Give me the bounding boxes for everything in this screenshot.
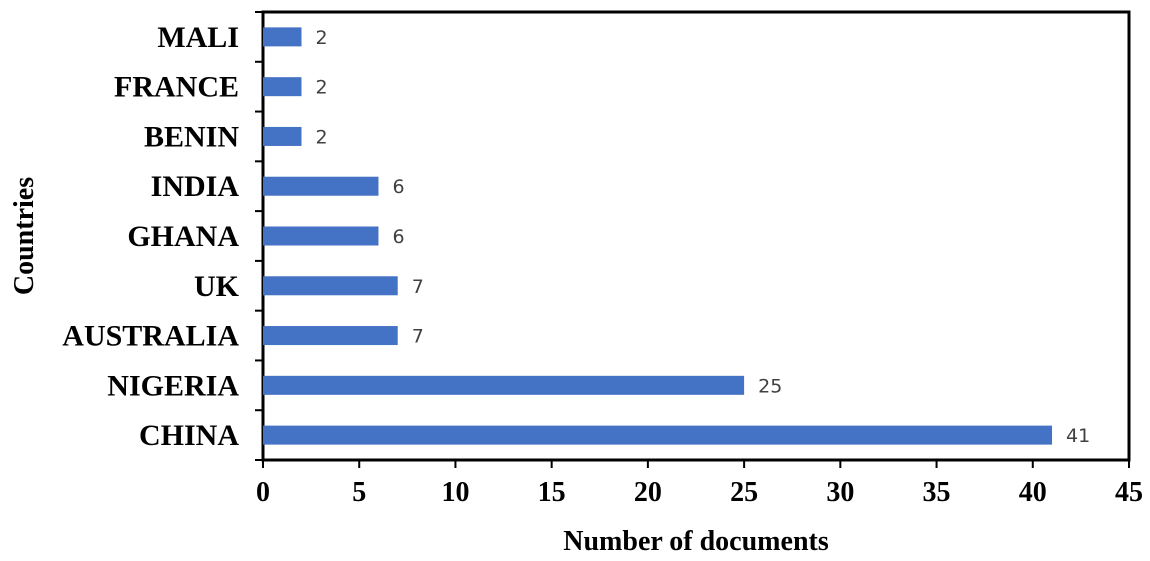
bar-benin xyxy=(263,126,302,146)
bar-uk xyxy=(263,276,398,296)
x-tick-label: 10 xyxy=(441,477,469,508)
y-axis-title: Countries xyxy=(9,177,40,295)
category-label-uk: UK xyxy=(194,270,240,303)
bar-mali xyxy=(263,27,302,47)
category-label-nigeria: NIGERIA xyxy=(107,369,239,402)
x-tick-label: 30 xyxy=(826,477,854,508)
bar-nigeria xyxy=(263,375,745,395)
data-label-uk: 7 xyxy=(412,276,424,298)
category-label-mali: MALI xyxy=(157,21,239,54)
data-label-benin: 2 xyxy=(315,126,327,148)
category-label-india: INDIA xyxy=(151,170,240,203)
bars-group xyxy=(263,27,1053,445)
x-tick-label: 20 xyxy=(634,477,662,508)
data-label-france: 2 xyxy=(315,77,327,99)
category-label-benin: BENIN xyxy=(144,120,239,153)
x-tick-label: 35 xyxy=(923,477,951,508)
x-tick-label: 40 xyxy=(1019,477,1047,508)
data-label-ghana: 6 xyxy=(392,226,404,248)
category-label-ghana: GHANA xyxy=(127,220,239,253)
bar-france xyxy=(263,77,302,97)
data-label-china: 41 xyxy=(1066,425,1090,447)
x-tick-label: 0 xyxy=(256,477,270,508)
category-label-france: FRANCE xyxy=(114,71,239,104)
bar-ghana xyxy=(263,226,379,246)
bar-india xyxy=(263,176,379,196)
data-label-mali: 2 xyxy=(315,27,327,49)
x-tick-label: 45 xyxy=(1115,477,1143,508)
category-labels-group: CHINA NIGERIA AUSTRALIA UK GHANA INDIA BENIN FR… xyxy=(62,21,239,452)
x-tick-label: 25 xyxy=(730,477,758,508)
x-axis-title: Number of documents xyxy=(563,526,829,556)
x-tick-label: 5 xyxy=(352,477,366,508)
data-label-australia: 7 xyxy=(412,326,424,348)
bar-australia xyxy=(263,326,398,346)
bar-china xyxy=(263,425,1053,445)
data-label-india: 6 xyxy=(392,176,404,198)
category-label-australia: AUSTRALIA xyxy=(62,320,239,353)
data-labels-group: 41 25 7 7 6 6 2 2 2 xyxy=(315,27,1090,447)
x-tick-label: 15 xyxy=(538,477,566,508)
x-ticks-group: 0 5 10 15 20 25 30 35 40 45 xyxy=(256,460,1143,508)
y-ticks-group xyxy=(255,11,263,461)
category-label-china: CHINA xyxy=(139,419,239,452)
data-label-nigeria: 25 xyxy=(758,375,782,397)
